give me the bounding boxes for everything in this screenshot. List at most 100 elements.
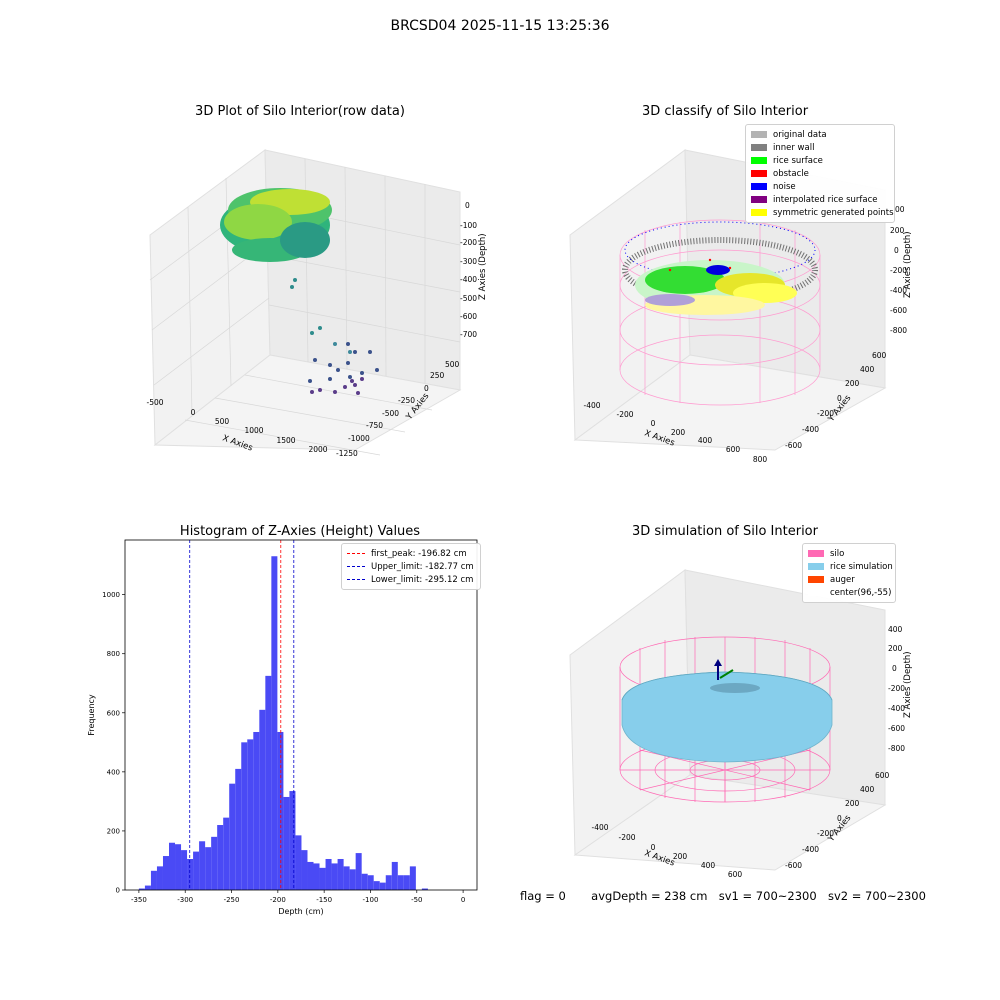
histogram-bar [289,791,296,890]
classify-legend-item: symmetric generated points [751,206,894,219]
x-tick-label: -100 [363,896,379,904]
histogram-legend-item: Upper_limit: -182.77 cm [347,560,475,573]
raw-ytick: 250 [430,371,445,380]
raw-ztick: -600 [460,312,477,321]
classify-legend-item: original data [751,128,889,141]
raw-xtick: 1500 [276,436,295,445]
classify-xtick: 400 [698,436,713,445]
classify-legend-item: noise [751,180,889,193]
sim-ztick: -200 [888,684,905,693]
raw-3d-plot: -500 0 500 1000 1500 2000 500 250 0 -250… [146,149,488,458]
classify-legend-item: interpolated rice surface [751,193,889,206]
histogram-legend-line [347,553,365,554]
histogram-legend-label: first_peak: -196.82 cm [371,548,467,559]
histogram-bar [217,825,224,890]
classify-legend-item: obstacle [751,167,889,180]
raw-ytick: -1250 [336,449,358,458]
raw-xtick: 500 [215,417,230,426]
y-tick-label: 200 [107,827,120,835]
classify-ztick: -600 [890,306,907,315]
sim-ytick: -400 [802,845,819,854]
simulation-3d-plot: -400 -200 0 200 400 600 600 400 200 0 -2… [569,569,913,879]
histogram-legend-label: Upper_limit: -182.77 cm [371,561,474,572]
histogram-bar [150,870,157,890]
histogram-bar [187,858,194,890]
classify-ztick: 0 [894,246,899,255]
histogram-frame [124,539,478,891]
histogram-bar [247,739,254,890]
simulation-plot-title: 3D simulation of Silo Interior [632,524,818,539]
sim-ytick: 600 [875,771,890,780]
classify-xtick: 600 [726,445,741,454]
sim-ytick: 200 [845,799,860,808]
raw-ztick: -500 [460,294,477,303]
sim-ztick: -600 [888,724,905,733]
sim-ytick: -600 [785,861,802,870]
sim-xtick: 400 [701,861,716,870]
x-tick-label: -250 [224,896,240,904]
sim-ytick: 0 [837,814,842,823]
histogram-bar [162,856,169,890]
y-axis-label: Frequency [87,694,96,736]
histogram-legend-line [347,579,365,580]
classify-legend-label: inner wall [773,142,815,153]
histogram-bar [301,850,308,890]
raw-ytick: 500 [445,360,460,369]
raw-xtick: 2000 [308,445,327,454]
sim-ytick: -200 [817,829,834,838]
histogram-bar [391,861,398,890]
raw-ztick: -300 [460,257,477,266]
raw-xtick: 1000 [244,426,263,435]
histogram-bar [397,875,404,890]
classify-legend-label: symmetric generated points [773,207,894,218]
histogram-bar [349,869,356,890]
histogram-bar [259,709,266,890]
classify-ytick: -600 [785,441,802,450]
x-tick-label: 0 [461,896,465,904]
histogram-title: Histogram of Z-Axies (Height) Values [179,524,421,539]
classify-legend-label: rice surface [773,155,823,166]
y-tick-label: 600 [107,709,120,717]
avg-depth-text: avgDepth = 238 cm [591,889,708,903]
sim-xtick: -200 [618,833,635,842]
classify-ztick: -200 [890,266,907,275]
classify-legend-label: noise [773,181,796,192]
classify-ytick: -200 [817,409,834,418]
histogram-bar [421,888,428,890]
y-tick-label: 800 [107,650,120,658]
sim-legend-label: auger [830,574,855,585]
raw-plot-title: 3D Plot of Silo Interior(row data) [195,104,405,119]
sim-legend-label: center(96,-55) [830,587,892,598]
histogram-chart: -350 -300 -250 -200 -150 -100 -50 0 0 200 400 600 80… [87,539,478,916]
histogram-bar [361,873,368,890]
histogram-bar [271,556,278,890]
classify-ztick: 200 [890,226,905,235]
raw-ztick: -200 [460,238,477,247]
histogram-bar [241,742,248,890]
classify-ytick: 200 [845,379,860,388]
histogram-bar [193,851,200,890]
histogram-bar [253,731,260,890]
classify-legend-swatch [751,144,767,151]
histogram-bar [313,863,320,890]
sim-xtick: 200 [673,852,688,861]
raw-ztick: 0 [465,201,470,210]
sim-legend-swatch [808,563,824,570]
classify-legend-item: rice surface [751,154,889,167]
classify-ztick: -800 [890,326,907,335]
classify-legend-swatch [751,209,767,216]
sim-legend-item: rice simulation [808,560,893,573]
raw-ytick: -750 [366,421,383,430]
histogram-bar [355,853,362,890]
sv1-text: sv1 = 700~2300 [718,889,817,903]
classify-ztick-clipped: 00 [895,205,905,214]
classify-zlabel: Z Axies (Depth) [903,231,913,298]
sim-legend-swatch [808,576,824,583]
figure-title: BRCSD04 2025-11-15 13:25:36 [390,18,610,34]
raw-ytick: 0 [424,384,429,393]
classify-legend-label: interpolated rice surface [773,194,878,205]
raw-xtick: -500 [146,398,163,407]
sim-xtick: 600 [728,870,743,879]
classify-xtick: -400 [583,401,600,410]
x-tick-label: -350 [131,896,147,904]
